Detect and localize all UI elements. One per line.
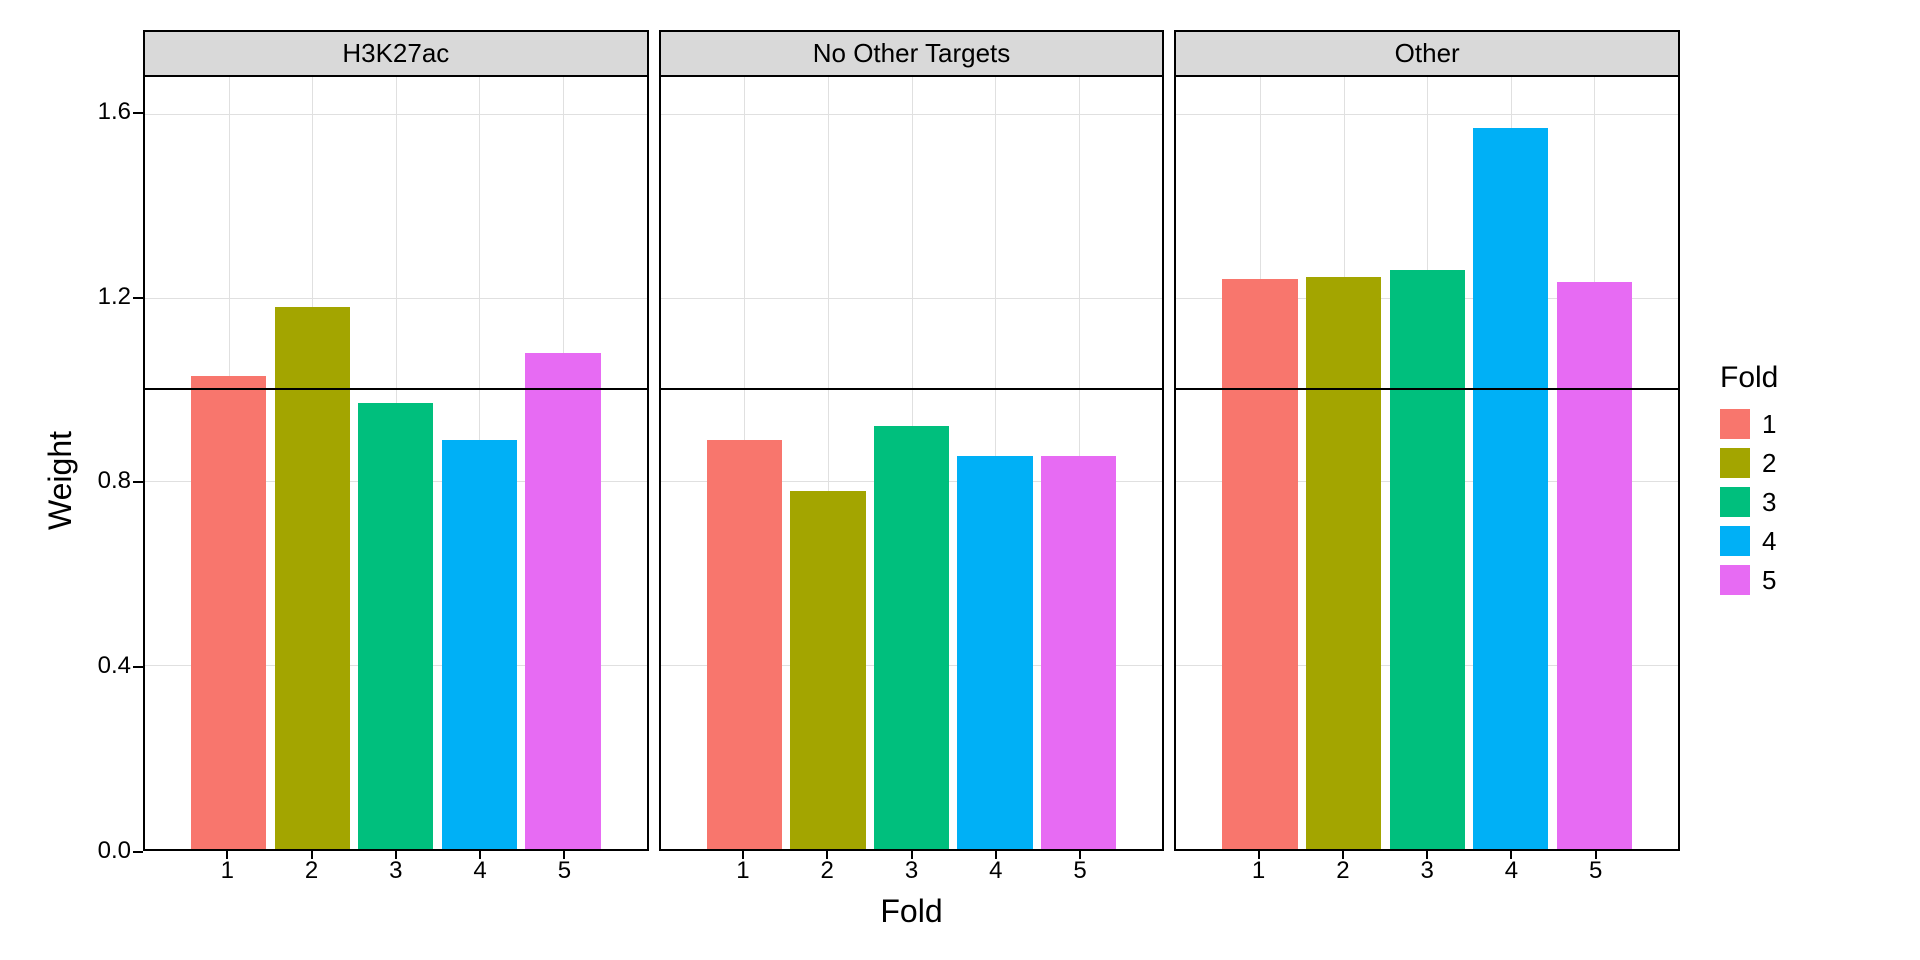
reference-hline bbox=[145, 388, 647, 390]
facet-strip-label: No Other Targets bbox=[661, 32, 1163, 77]
x-tick-label: 1 bbox=[1252, 857, 1265, 885]
legend-item: 3 bbox=[1720, 487, 1890, 518]
y-tick-mark bbox=[133, 851, 143, 853]
facet-strip-label: Other bbox=[1176, 32, 1678, 77]
reference-hline bbox=[661, 388, 1163, 390]
x-tick-label: 3 bbox=[389, 857, 402, 885]
bar bbox=[1222, 279, 1297, 849]
facet-panel: Other bbox=[1174, 30, 1680, 851]
facet-panel: No Other Targets bbox=[659, 30, 1165, 851]
bar bbox=[442, 440, 517, 849]
legend-item: 2 bbox=[1720, 448, 1890, 479]
y-tick-mark bbox=[133, 112, 143, 114]
facet-plot-area bbox=[1176, 77, 1678, 849]
y-tick-label: 0.0 bbox=[98, 837, 131, 865]
y-tick-label: 0.8 bbox=[98, 467, 131, 495]
x-tick-strip: 1 2 3 4 5 bbox=[659, 851, 1165, 889]
x-tick-label: 1 bbox=[221, 857, 234, 885]
bar bbox=[525, 353, 600, 849]
faceted-bar-chart: Weight 0.0 0.4 0.8 1.2 1.6 H3K27ac No Other T… bbox=[0, 0, 1920, 960]
legend: Fold 1 2 3 4 5 bbox=[1680, 30, 1890, 930]
y-axis-title: Weight bbox=[40, 30, 79, 930]
y-tick-mark bbox=[133, 481, 143, 483]
facet-plot-area bbox=[661, 77, 1163, 849]
bar bbox=[957, 456, 1032, 849]
legend-label: 3 bbox=[1762, 487, 1776, 518]
facet-strip-label: H3K27ac bbox=[145, 32, 647, 77]
legend-item: 4 bbox=[1720, 526, 1890, 557]
bar bbox=[1557, 282, 1632, 850]
bar bbox=[874, 426, 949, 849]
legend-swatch bbox=[1720, 448, 1750, 478]
y-tick-label: 0.4 bbox=[98, 652, 131, 680]
legend-title: Fold bbox=[1720, 361, 1890, 395]
bar bbox=[707, 440, 782, 849]
legend-label: 5 bbox=[1762, 565, 1776, 596]
x-tick-label: 4 bbox=[473, 857, 486, 885]
x-tick-label: 4 bbox=[1505, 857, 1518, 885]
x-tick-label: 1 bbox=[736, 857, 749, 885]
legend-label: 2 bbox=[1762, 448, 1776, 479]
x-tick-label: 2 bbox=[305, 857, 318, 885]
x-tick-label: 5 bbox=[1073, 857, 1086, 885]
legend-swatch bbox=[1720, 409, 1750, 439]
legend-swatch bbox=[1720, 565, 1750, 595]
x-axis-tick-row: 1 2 3 4 5 1 2 3 4 5 1 2 3 4 5 bbox=[79, 851, 1680, 889]
plot-column: 0.0 0.4 0.8 1.2 1.6 H3K27ac No Other Targets O… bbox=[79, 30, 1680, 930]
reference-hline bbox=[1176, 388, 1678, 390]
x-tick-label: 5 bbox=[558, 857, 571, 885]
legend-label: 4 bbox=[1762, 526, 1776, 557]
facets-row: 0.00.40.81.21.6 H3K27acNo Other TargetsO… bbox=[79, 30, 1680, 851]
legend-swatch bbox=[1720, 526, 1750, 556]
y-tick-mark bbox=[133, 297, 143, 299]
x-tick-label: 4 bbox=[989, 857, 1002, 885]
legend-item: 5 bbox=[1720, 565, 1890, 596]
x-tick-label: 3 bbox=[905, 857, 918, 885]
y-tick-label: 1.6 bbox=[98, 98, 131, 126]
bar bbox=[1390, 270, 1465, 849]
facet-panel: H3K27ac bbox=[143, 30, 649, 851]
x-tick-label: 5 bbox=[1589, 857, 1602, 885]
facet-plot-area bbox=[145, 77, 647, 849]
bar bbox=[1306, 277, 1381, 849]
x-tick-strip: 1 2 3 4 5 bbox=[1174, 851, 1680, 889]
x-axis-title: Fold bbox=[79, 889, 1680, 930]
x-tick-label: 2 bbox=[821, 857, 834, 885]
bar bbox=[358, 403, 433, 849]
x-tick-label: 3 bbox=[1420, 857, 1433, 885]
bar bbox=[1041, 456, 1116, 849]
x-tick-label: 2 bbox=[1336, 857, 1349, 885]
y-axis-tick-column: 0.00.40.81.21.6 bbox=[79, 30, 143, 851]
y-tick-mark bbox=[133, 666, 143, 668]
bar bbox=[790, 491, 865, 849]
bar bbox=[191, 376, 266, 849]
x-tick-strip: 1 2 3 4 5 bbox=[143, 851, 649, 889]
legend-item: 1 bbox=[1720, 409, 1890, 440]
legend-swatch bbox=[1720, 487, 1750, 517]
y-tick-label: 1.2 bbox=[98, 283, 131, 311]
legend-label: 1 bbox=[1762, 409, 1776, 440]
bar bbox=[1473, 128, 1548, 849]
